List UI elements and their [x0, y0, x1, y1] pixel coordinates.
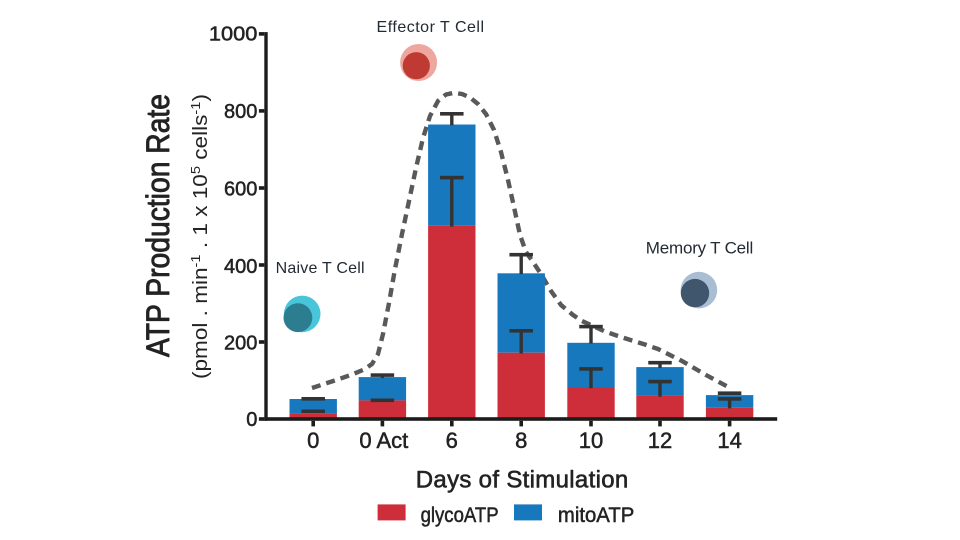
- svg-text:10: 10: [579, 428, 603, 453]
- svg-text:600: 600: [224, 179, 257, 201]
- svg-text:800: 800: [224, 101, 257, 123]
- svg-text:1000: 1000: [209, 24, 258, 46]
- svg-text:14: 14: [717, 428, 741, 453]
- svg-text:Memory T Cell: Memory T Cell: [646, 238, 754, 257]
- svg-text:mitoATP: mitoATP: [558, 504, 634, 527]
- svg-text:0: 0: [246, 409, 257, 431]
- svg-text:8: 8: [515, 428, 527, 453]
- svg-text:0: 0: [307, 428, 319, 453]
- svg-text:Effector T Cell: Effector T Cell: [377, 19, 485, 36]
- svg-text:Naive T Cell: Naive T Cell: [276, 260, 365, 277]
- svg-text:Days of Stimulation: Days of Stimulation: [416, 466, 629, 493]
- svg-text:ATP Production Rate: ATP Production Rate: [140, 94, 176, 357]
- svg-text:6: 6: [446, 428, 458, 453]
- svg-text:glycoATP: glycoATP: [421, 504, 499, 527]
- svg-text:200: 200: [224, 332, 257, 354]
- svg-text:12: 12: [648, 428, 672, 453]
- svg-text:0 Act: 0 Act: [359, 428, 408, 453]
- svg-text:400: 400: [224, 256, 257, 278]
- svg-text:(pmol . min-1 . 1 x 105 cells-: (pmol . min-1 . 1 x 105 cells-1): [188, 94, 212, 379]
